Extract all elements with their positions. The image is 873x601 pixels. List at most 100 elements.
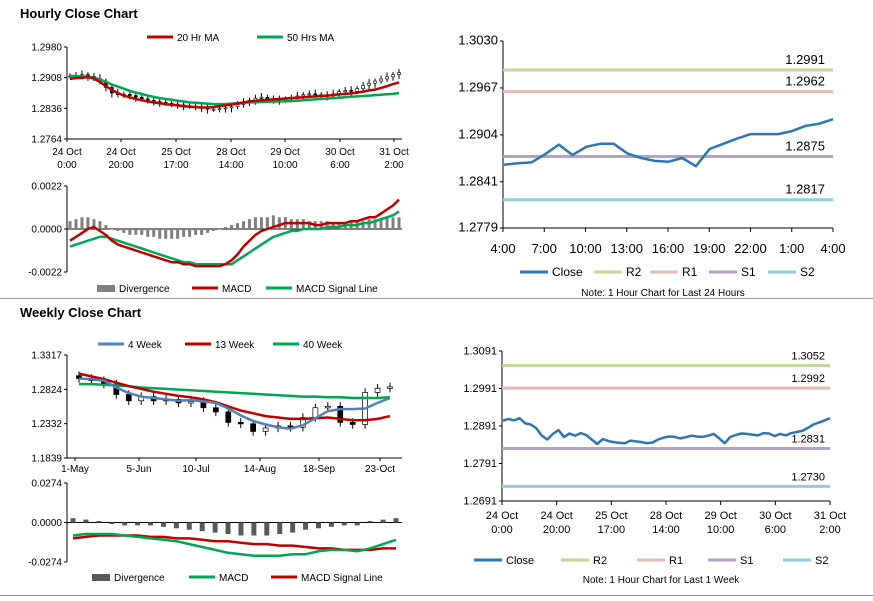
candle-body xyxy=(349,90,353,92)
divergence-bar xyxy=(385,217,389,229)
pivot-s2-label: 1.2817 xyxy=(785,182,825,197)
divergence-bar xyxy=(96,521,102,523)
y-tick-label: 1.2980 xyxy=(31,43,62,54)
x-tick-label: 22:00 xyxy=(734,241,767,256)
divergence-bar xyxy=(182,229,186,237)
divergence-bar xyxy=(361,221,365,229)
x-tick-label: 2:00 xyxy=(819,524,840,536)
x-tick-label: 10:00 xyxy=(569,241,602,256)
macd-line xyxy=(69,198,400,268)
divergence-bar xyxy=(122,522,128,526)
ma50-line xyxy=(70,74,400,106)
divergence-bar xyxy=(160,522,166,527)
divergence-bar xyxy=(140,229,144,235)
signal-line xyxy=(69,210,400,266)
divergence-bar xyxy=(391,217,395,229)
divergence-bar xyxy=(277,217,281,229)
divergence-bar xyxy=(68,221,72,229)
x-tick-label: 24 Oct xyxy=(540,510,572,522)
candle-body xyxy=(349,422,356,425)
divergence-bar xyxy=(341,522,347,526)
divergence-bar xyxy=(251,522,257,536)
x-tick-label: 23-Oct xyxy=(365,464,395,475)
candle-body xyxy=(188,401,194,404)
candle-body xyxy=(225,411,232,423)
candle-body xyxy=(379,78,383,82)
divergence-bar xyxy=(373,219,377,229)
x-tick-label: 1:00 xyxy=(779,241,804,256)
divergence-bar xyxy=(264,522,270,536)
weekly-chart-title: Weekly Close Chart xyxy=(20,305,142,320)
candle-body xyxy=(367,82,371,86)
divergence-bar xyxy=(230,225,234,229)
candle-body xyxy=(361,85,365,90)
legend-swatch xyxy=(97,285,115,292)
x-tick-label: 16:00 xyxy=(652,241,685,256)
candle-body xyxy=(217,108,222,111)
divergence-bar xyxy=(367,521,373,523)
x-tick-label: 29 Oct xyxy=(270,147,300,158)
divergence-bar xyxy=(109,522,115,524)
x-tick-label: 28 Oct xyxy=(650,510,682,522)
x-tick-label: 10:00 xyxy=(707,524,735,536)
legend-label: R2 xyxy=(593,555,607,567)
divergence-bar xyxy=(92,219,96,229)
divergence-bar xyxy=(148,522,154,526)
ma20-line xyxy=(69,75,400,109)
y-tick-label: 0.0274 xyxy=(31,479,62,490)
legend-label: 50 Hrs MA xyxy=(287,33,335,44)
x-tick-label: 28 Oct xyxy=(216,147,246,158)
y-tick-label: -0.0022 xyxy=(28,268,62,279)
divergence-bar xyxy=(307,221,311,229)
legend-label: MACD xyxy=(222,284,251,295)
candle-body xyxy=(391,74,395,78)
x-tick-label: 10:00 xyxy=(272,160,297,171)
divergence-bar xyxy=(158,229,162,239)
x-tick-label: 31 Oct xyxy=(814,510,846,522)
divergence-bar xyxy=(225,522,231,535)
x-tick-label: 20:00 xyxy=(543,524,571,536)
x-tick-label: 25 Oct xyxy=(595,510,627,522)
y-tick-label: 1.2908 xyxy=(31,73,62,84)
legend-label: S2 xyxy=(815,555,828,567)
candle-body xyxy=(259,96,264,99)
x-tick-label: 30 Oct xyxy=(759,510,791,522)
divergence-bar xyxy=(212,229,216,231)
divergence-bar xyxy=(152,229,156,237)
x-tick-label: 24 Oct xyxy=(52,147,82,158)
signal-line xyxy=(72,534,396,552)
ma4-line xyxy=(78,377,391,430)
pivot-r1-label: 1.2962 xyxy=(785,74,825,89)
y-tick-label: 1.3091 xyxy=(463,346,497,358)
legend-label: S1 xyxy=(740,555,753,567)
y-tick-label: 1.2779 xyxy=(458,220,498,235)
x-tick-label: 17:00 xyxy=(163,160,188,171)
divergence-bar xyxy=(397,217,401,229)
legend-label: Divergence xyxy=(119,284,170,295)
divergence-bar xyxy=(98,221,102,229)
divergence-bar xyxy=(176,229,180,239)
candle-body xyxy=(229,106,234,109)
legend-label: MACD xyxy=(219,573,248,584)
legend-label: 40 Week xyxy=(303,340,343,351)
candle-body xyxy=(76,375,82,379)
y-tick-label: -0.0274 xyxy=(28,558,62,569)
legend-label: 4 Week xyxy=(128,340,163,351)
divergence-bar xyxy=(164,229,168,239)
x-tick-label: 13:00 xyxy=(610,241,643,256)
divergence-bar xyxy=(325,221,329,229)
divergence-bar xyxy=(315,522,321,529)
candle-body xyxy=(355,88,359,92)
x-tick-label: 1-May xyxy=(61,464,89,475)
legend-swatch xyxy=(92,574,110,581)
legend-label: S1 xyxy=(741,265,756,279)
y-tick-label: 1.2836 xyxy=(31,104,62,115)
divergence-bar xyxy=(259,217,263,229)
y-tick-label: 1.2691 xyxy=(463,496,497,508)
divergence-bar xyxy=(116,229,120,231)
candle-body xyxy=(237,422,244,425)
close-line xyxy=(502,416,831,446)
chart-note: Note: 1 Hour Chart for Last 1 Week xyxy=(583,575,741,586)
legend-label: 13 Week xyxy=(215,340,255,351)
